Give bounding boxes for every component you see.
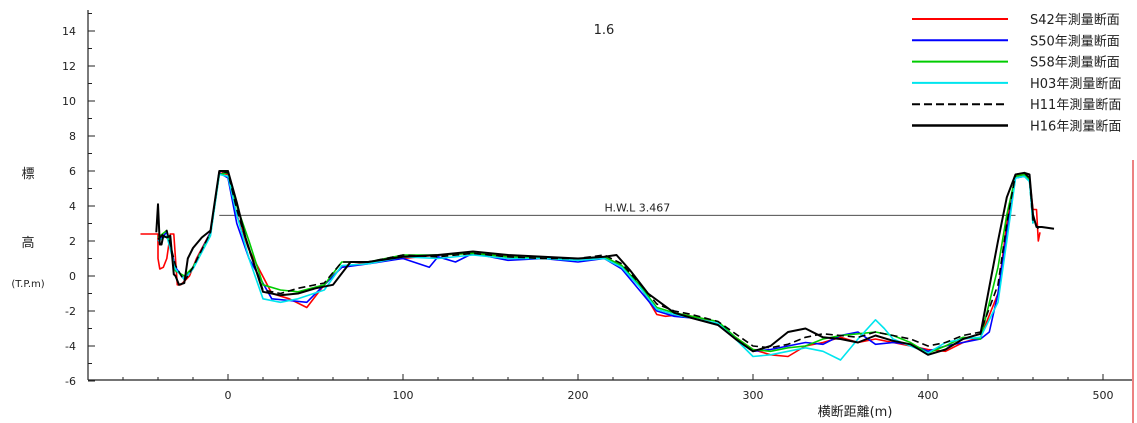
y-tick-label: 8: [69, 130, 76, 143]
y-tick-label: 10: [62, 95, 76, 108]
y-axis-label-bottom: 高: [21, 235, 34, 251]
x-tick-label: 300: [743, 389, 764, 402]
y-tick-label: 14: [62, 25, 76, 38]
x-tick-label: 0: [225, 389, 232, 402]
hwl-label: H.W.L 3.467: [604, 201, 670, 214]
y-tick-label: -6: [65, 375, 76, 388]
x-tick-label: 200: [568, 389, 589, 402]
y-axis-label-top: 標: [21, 167, 34, 182]
x-tick-label: 500: [1093, 389, 1114, 402]
legend-label: S50年測量断面: [1030, 34, 1120, 49]
x-tick-label: 100: [393, 389, 414, 402]
y-tick-label: -4: [65, 340, 76, 353]
series-line-1: [140, 172, 1041, 358]
hwl-reference: H.W.L 3.467: [219, 201, 1016, 216]
legend: S42年測量断面 S50年測量断面 S58年測量断面 H03年測量断面 H11年測量断面…: [912, 13, 1121, 135]
chart-title: 1.6: [594, 23, 615, 38]
y-tick-label: 0: [69, 270, 76, 283]
x-axis-label: 横断距離(m): [818, 405, 893, 420]
legend-label: H11年測量断面: [1030, 98, 1121, 113]
series-layer: [140, 170, 1055, 361]
series-line-2: [157, 172, 1034, 353]
y-axis-label-unit: (T.P.m): [11, 279, 44, 290]
x-axis-ticks: 0 100 200 300 400 500: [87, 374, 1114, 402]
y-tick-label: 2: [69, 235, 76, 248]
y-tick-label: 6: [69, 165, 76, 178]
legend-label: H03年測量断面: [1030, 77, 1121, 92]
series-line-3: [157, 172, 1034, 354]
y-tick-label: 4: [69, 200, 76, 213]
x-tick-label: 400: [918, 389, 939, 402]
legend-label: H16年測量断面: [1030, 120, 1121, 135]
y-axis-ticks: -6 -4 -2 0 2 4 6 8 10 12 14: [62, 13, 95, 388]
y-tick-label: 12: [62, 60, 76, 73]
series-line-6: [155, 170, 1055, 356]
legend-label: S58年測量断面: [1030, 56, 1120, 71]
y-tick-label: -2: [65, 305, 76, 318]
legend-label: S42年測量断面: [1030, 13, 1120, 28]
series-line-4: [157, 173, 1034, 361]
